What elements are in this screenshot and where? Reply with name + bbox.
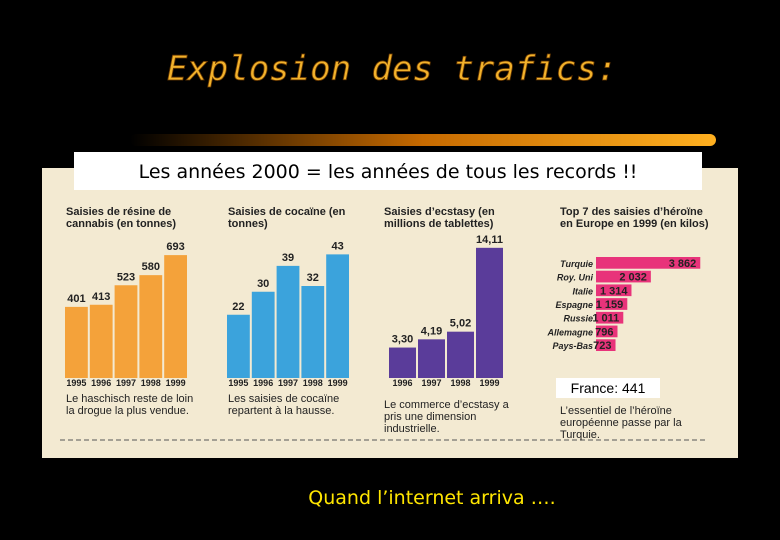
value-label: 796 (595, 326, 613, 338)
y-tick-label: Espagne (555, 300, 593, 310)
x-tick-label: 1997 (116, 378, 136, 388)
x-tick-label: 1998 (303, 378, 323, 388)
bar (596, 325, 618, 338)
value-label: 2 032 (619, 272, 647, 284)
bar (114, 285, 138, 378)
x-tick-label: 1997 (421, 378, 441, 388)
value-label: 3 862 (669, 258, 697, 270)
slide-title: Explosion des trafics: (167, 49, 617, 89)
value-label: 4,19 (421, 325, 442, 337)
x-tick-label: 1998 (141, 378, 161, 388)
value-label: 14,11 (476, 234, 503, 246)
annotation: France: 441 (571, 380, 646, 396)
value-label: 32 (307, 272, 319, 284)
annotation-box (556, 378, 660, 398)
bar (251, 291, 275, 378)
footer: Quand l’internet arriva …. (308, 487, 555, 509)
bar (418, 339, 445, 378)
value-label: 523 (117, 271, 135, 283)
bar (65, 306, 88, 378)
bar (596, 298, 628, 310)
y-tick-label: Allemagne (546, 327, 593, 337)
x-tick-label: 1995 (66, 378, 86, 388)
x-tick-label: 1999 (479, 378, 499, 388)
bar (596, 257, 701, 269)
y-tick-label: Italie (572, 286, 593, 296)
title-rule (130, 134, 716, 146)
chart-caption: Le haschisch reste de loin la drogue la p… (66, 393, 193, 417)
chart-title: Saisies de cocaïne (en tonnes) (228, 206, 346, 230)
y-tick-label: Roy. Uni (557, 273, 594, 283)
bar (596, 284, 632, 297)
value-label: 3,30 (392, 334, 413, 346)
value-label: 43 (331, 240, 343, 252)
bar (89, 304, 113, 378)
bar (301, 286, 325, 378)
x-tick-label: 1996 (392, 378, 412, 388)
bar (447, 331, 474, 378)
value-label: 401 (67, 293, 85, 305)
subtitle-box (74, 152, 702, 190)
value-label: 1 011 (592, 313, 619, 325)
value-label: 39 (282, 252, 294, 264)
x-tick-label: 1996 (253, 378, 273, 388)
value-label: 5,02 (450, 318, 471, 330)
value-label: 1 314 (600, 285, 628, 297)
value-label: 1 159 (596, 299, 624, 311)
chart-title: Top 7 des saisies d’héroïne en Europe en … (560, 206, 709, 230)
value-label: 580 (142, 261, 160, 273)
bar (476, 247, 503, 378)
x-tick-label: 1997 (278, 378, 298, 388)
x-tick-label: 1995 (228, 378, 248, 388)
bar (596, 270, 651, 283)
bar (326, 254, 349, 378)
bar (227, 314, 250, 378)
bar (164, 255, 187, 378)
bar (139, 275, 163, 378)
chart-caption: Les saisies de cocaïne repartent à la hau… (228, 393, 339, 417)
chart-title: Saisies de résine de cannabis (en tonnes) (66, 206, 176, 230)
x-tick-label: 1998 (450, 378, 470, 388)
y-tick-label: Turquie (560, 259, 593, 269)
chart-caption: L’essentiel de l’héroïne européenne passe… (560, 405, 683, 441)
subtitle: Les années 2000 = les années de tous les… (139, 161, 638, 183)
x-tick-label: 1999 (328, 378, 348, 388)
y-tick-label: Russie (563, 314, 593, 324)
value-label: 723 (593, 340, 611, 352)
value-label: 693 (166, 241, 184, 253)
x-tick-label: 1999 (166, 378, 186, 388)
value-label: 30 (257, 278, 269, 290)
value-label: 22 (232, 301, 244, 313)
bar (389, 347, 416, 378)
value-label: 413 (92, 291, 110, 303)
x-tick-label: 1996 (91, 378, 111, 388)
bar (276, 265, 300, 378)
chart-caption: Le commerce d’ecstasy a pris une dimensio… (384, 399, 510, 435)
bar (596, 311, 624, 324)
y-tick-label: Pays-Bas (552, 341, 593, 351)
bar (596, 339, 616, 351)
chart-title: Saisies d’ecstasy (en millions de tablett… (384, 206, 495, 230)
